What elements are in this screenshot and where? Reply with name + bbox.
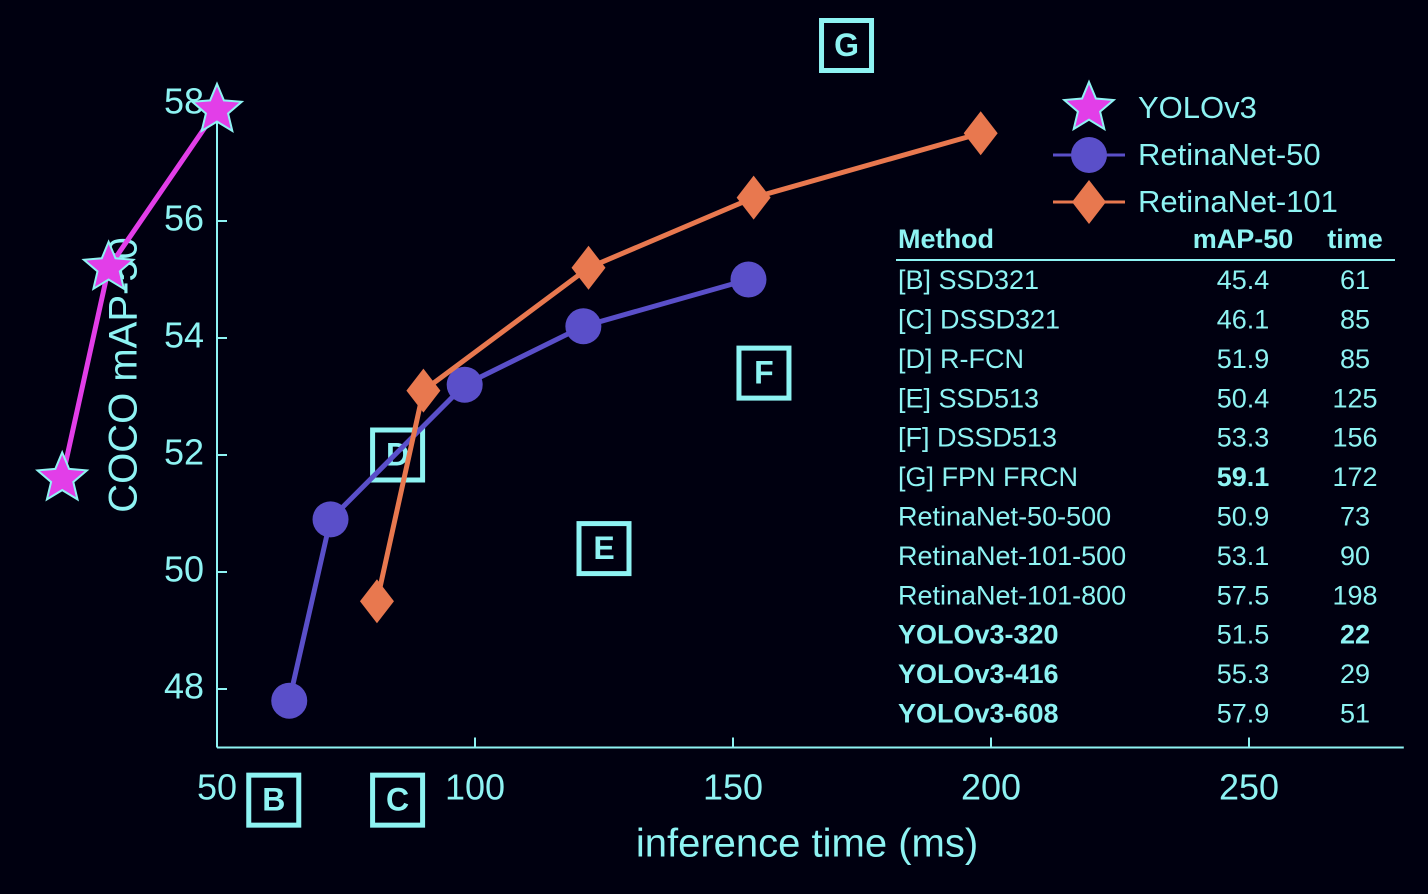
table-cell: 57.5	[1217, 580, 1270, 610]
table-cell: 85	[1340, 305, 1370, 335]
table-cell: 29	[1340, 659, 1370, 689]
x-tick-label: 50	[197, 767, 237, 808]
table-cell: 50.4	[1217, 383, 1270, 413]
table-cell: [G] FPN FRCN	[898, 462, 1078, 492]
y-tick-label: 50	[164, 549, 204, 590]
table-cell: 22	[1340, 620, 1370, 650]
star-marker	[81, 239, 136, 291]
circle-marker	[730, 261, 767, 298]
legend-label: RetinaNet-50	[1138, 137, 1321, 172]
y-tick-label: 56	[164, 198, 204, 239]
x-tick-label: 100	[445, 767, 505, 808]
circle-marker	[271, 682, 308, 719]
diamond-marker	[406, 368, 441, 413]
x-tick-label: 200	[961, 767, 1021, 808]
method-marker-box	[819, 18, 875, 73]
y-tick-label: 48	[164, 666, 204, 707]
method-marker-box	[576, 521, 632, 577]
method-marker-box	[736, 345, 792, 401]
table-cell: 55.3	[1217, 659, 1270, 689]
method-marker-label: G	[834, 27, 859, 63]
table-cell: 51.5	[1217, 620, 1270, 650]
table-cell: 45.4	[1217, 265, 1270, 295]
table-cell: YOLOv3-416	[898, 659, 1059, 689]
table-cell: YOLOv3-608	[898, 699, 1059, 729]
table-cell: RetinaNet-50-500	[898, 502, 1111, 532]
y-tick-label: 54	[164, 315, 204, 356]
table-cell: 61	[1340, 265, 1370, 295]
table-cell: 57.9	[1217, 699, 1270, 729]
x-tick-label: 150	[703, 767, 763, 808]
circle-marker	[446, 366, 483, 403]
table-cell: [E] SSD513	[898, 383, 1039, 413]
table-cell: 53.1	[1217, 541, 1270, 571]
table-cell: 51.9	[1217, 344, 1270, 374]
legend-marker	[1072, 180, 1106, 224]
legend-marker	[1061, 79, 1117, 132]
star-marker	[35, 449, 90, 502]
table-cell: 172	[1332, 462, 1377, 492]
diamond-marker	[736, 175, 771, 220]
table-header: mAP-50	[1193, 224, 1294, 254]
table-cell: 125	[1332, 383, 1377, 413]
table-cell: 46.1	[1217, 305, 1270, 335]
table-cell: [F] DSSD513	[898, 423, 1057, 453]
legend-label: RetinaNet-101	[1138, 184, 1338, 219]
legend-label: YOLOv3	[1138, 90, 1257, 125]
table-cell: RetinaNet-101-500	[898, 541, 1126, 571]
table-header: Method	[898, 224, 994, 254]
table-cell: 51	[1340, 699, 1370, 729]
table-header: time	[1327, 224, 1383, 254]
x-axis-label: inference time (ms)	[636, 822, 978, 866]
diamond-marker	[963, 111, 998, 156]
table-cell: 73	[1340, 502, 1370, 532]
circle-marker	[312, 501, 349, 538]
star-marker	[189, 81, 245, 134]
circle-marker	[565, 308, 602, 345]
x-tick-label: 250	[1219, 767, 1279, 808]
table-cell: 156	[1332, 423, 1377, 453]
method-marker-label: C	[386, 782, 409, 818]
table-cell: RetinaNet-101-800	[898, 580, 1126, 610]
diamond-marker	[359, 579, 394, 624]
table-cell: 85	[1340, 344, 1370, 374]
table-cell: YOLOv3-320	[898, 620, 1059, 650]
table-cell: 198	[1332, 580, 1377, 610]
table-cell: [B] SSD321	[898, 265, 1039, 295]
table-cell: 53.3	[1217, 423, 1270, 453]
legend-marker	[1071, 137, 1107, 173]
method-marker-box	[370, 772, 426, 828]
method-marker-label: F	[754, 355, 774, 391]
table-cell: [C] DSSD321	[898, 305, 1060, 335]
y-tick-label: 52	[164, 432, 204, 473]
method-marker-box	[370, 427, 426, 483]
table-cell: 50.9	[1217, 502, 1270, 532]
diamond-marker	[571, 245, 606, 290]
method-marker-box	[246, 772, 302, 828]
method-marker-label: B	[262, 782, 285, 818]
method-marker-label: E	[593, 530, 614, 566]
table-cell: 59.1	[1217, 462, 1270, 492]
table-cell: [D] R-FCN	[898, 344, 1024, 374]
table-cell: 90	[1340, 541, 1370, 571]
